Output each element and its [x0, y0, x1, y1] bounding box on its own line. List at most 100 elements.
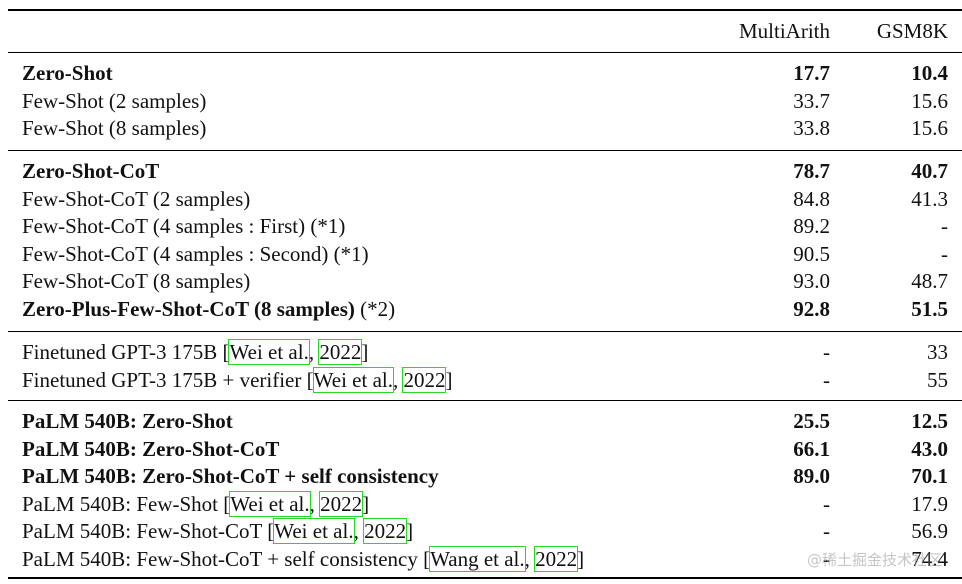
table-row: Finetuned GPT-3 175B + verifier [Wei et … [0, 366, 962, 394]
table-row: PaLM 540B: Zero-Shot-CoT 66.1 43.0 [0, 435, 962, 463]
multiarith-value: - [823, 519, 830, 544]
gsm8k-value: 15.6 [911, 116, 948, 141]
column-header-multiarith: MultiArith [738, 19, 830, 43]
multiarith-value: 89.2 [793, 214, 830, 239]
citation-author-link[interactable]: Wei et al. [229, 490, 311, 517]
citation-year-link[interactable]: 2022 [534, 546, 579, 572]
citation-bracket-close: ] [362, 491, 370, 516]
header-rule [8, 52, 962, 53]
gsm8k-value: 51.5 [911, 297, 948, 321]
gsm8k-value: 40.7 [911, 159, 948, 183]
table-row: Finetuned GPT-3 175B [Wei et al., 2022] -… [0, 338, 962, 366]
row-label: PaLM 540B: Zero-Shot-CoT + self consiste… [22, 462, 439, 490]
method-name: PaLM 540B: Zero-Shot-CoT [22, 436, 280, 461]
citation-year-link[interactable]: 2022 [319, 490, 364, 517]
citation-bracket-open: [ [222, 340, 230, 364]
method-name: Few-Shot (2 samples) [22, 88, 207, 113]
method-name: Few-Shot (8 samples) [22, 116, 207, 141]
gsm8k-value: 12.5 [911, 409, 948, 433]
row-label: Few-Shot-CoT (4 samples : Second) (*1) [22, 240, 369, 268]
row-label: Finetuned GPT-3 175B + verifier [Wei et … [22, 366, 452, 394]
multiarith-value: - [823, 340, 830, 364]
table-row: Few-Shot-CoT (2 samples) 84.8 41.3 [0, 185, 962, 213]
citation-bracket-open: [ [267, 519, 275, 544]
method-name: Few-Shot-CoT (8 samples) [22, 269, 251, 294]
method-name: Finetuned GPT-3 175B [22, 340, 223, 364]
citation-separator: , [353, 519, 365, 544]
method-name: PaLM 540B: Few-Shot-CoT + self consisten… [22, 547, 424, 571]
citation-year-link[interactable]: 2022 [363, 518, 408, 545]
table-row: PaLM 540B: Zero-Shot-CoT + self consiste… [0, 462, 962, 490]
table-row: Zero-Shot-CoT 78.7 40.7 [0, 157, 962, 185]
multiarith-value: - [823, 547, 830, 571]
footnote-marker: (*2) [354, 297, 396, 321]
citation-year-link[interactable]: 2022 [402, 366, 447, 393]
multiarith-value: - [823, 491, 830, 516]
citation-author-link[interactable]: Wei et al. [312, 366, 394, 393]
multiarith-value: - [823, 367, 830, 392]
gsm8k-value: 48.7 [911, 269, 948, 294]
gsm8k-value: 15.6 [911, 88, 948, 113]
method-name: Zero-Plus-Few-Shot-CoT (8 samples) [22, 297, 355, 321]
table-row: Zero-Plus-Few-Shot-CoT (8 samples) (*2) 9… [0, 295, 962, 323]
group-separator-rule [8, 400, 962, 401]
gsm8k-value: 41.3 [911, 186, 948, 211]
table-row: Few-Shot (8 samples) 33.8 15.6 [0, 114, 962, 142]
multiarith-value: 90.5 [793, 241, 830, 266]
gsm8k-value: 17.9 [911, 491, 948, 516]
citation-separator: , [392, 367, 404, 392]
row-label: Zero-Shot [22, 59, 113, 87]
column-header-gsm8k: GSM8K [876, 19, 948, 43]
citation-bracket-close: ] [406, 519, 414, 544]
multiarith-value: 33.8 [793, 116, 830, 141]
row-label: PaLM 540B: Few-Shot-CoT + self consisten… [22, 545, 584, 573]
gsm8k-value: 56.9 [911, 519, 948, 544]
multiarith-value: 25.5 [793, 409, 830, 433]
row-label: Few-Shot-CoT (4 samples : First) (*1) [22, 212, 345, 240]
table-row: PaLM 540B: Zero-Shot 25.5 12.5 [0, 407, 962, 435]
method-name: Finetuned GPT-3 175B + verifier [22, 367, 307, 392]
row-label: Few-Shot (8 samples) [22, 114, 206, 142]
multiarith-value: 84.8 [793, 186, 830, 211]
method-name: Few-Shot-CoT (4 samples : First) (*1) [22, 214, 346, 239]
group-separator-rule [8, 331, 962, 332]
multiarith-value: 78.7 [793, 159, 830, 183]
method-name: PaLM 540B: Zero-Shot [22, 409, 233, 433]
table-row: Few-Shot-CoT (4 samples : Second) (*1) 90… [0, 240, 962, 268]
row-label: Finetuned GPT-3 175B [Wei et al., 2022] [22, 338, 368, 366]
gsm8k-value: 74.4 [911, 547, 948, 571]
citation-bracket-close: ] [577, 547, 585, 571]
table-row: PaLM 540B: Few-Shot-CoT [Wei et al., 202… [0, 517, 962, 545]
header-row: MultiArith GSM8K [0, 17, 962, 45]
row-label: PaLM 540B: Zero-Shot-CoT [22, 435, 279, 463]
group-separator-rule [8, 150, 962, 151]
multiarith-value: 89.0 [793, 464, 830, 489]
multiarith-value: 92.8 [793, 297, 830, 321]
table-row: PaLM 540B: Few-Shot-CoT + self consisten… [0, 545, 962, 573]
citation-author-link[interactable]: Wang et al. [429, 546, 526, 572]
citation-bracket-open: [ [306, 367, 314, 392]
gsm8k-value: 70.1 [911, 464, 948, 489]
multiarith-value: 66.1 [793, 436, 830, 461]
gsm8k-value: 43.0 [911, 436, 948, 461]
gsm8k-value: 10.4 [911, 61, 948, 85]
method-name: PaLM 540B: Few-Shot [22, 491, 224, 516]
row-label: PaLM 540B: Zero-Shot [22, 407, 233, 435]
gsm8k-value: - [941, 241, 948, 266]
row-label: PaLM 540B: Few-Shot [Wei et al., 2022] [22, 490, 369, 518]
top-rule [8, 9, 962, 11]
citation-bracket-close: ] [445, 367, 453, 392]
table-row: Zero-Shot 17.7 10.4 [0, 59, 962, 87]
method-name: PaLM 540B: Zero-Shot-CoT + self consiste… [22, 464, 439, 489]
method-name: PaLM 540B: Few-Shot-CoT [22, 519, 268, 544]
citation-author-link[interactable]: Wei et al. [273, 518, 355, 545]
row-label: Zero-Shot-CoT [22, 157, 159, 185]
watermark: @稀土掘金技术社区 [806, 551, 942, 569]
citation-year-link[interactable]: 2022 [318, 339, 363, 365]
gsm8k-value: 55 [927, 367, 948, 392]
table-row: Few-Shot (2 samples) 33.7 15.6 [0, 87, 962, 115]
bottom-rule [8, 577, 962, 579]
citation-author-link[interactable]: Wei et al. [228, 339, 310, 365]
multiarith-value: 93.0 [793, 269, 830, 294]
gsm8k-value: - [941, 214, 948, 239]
